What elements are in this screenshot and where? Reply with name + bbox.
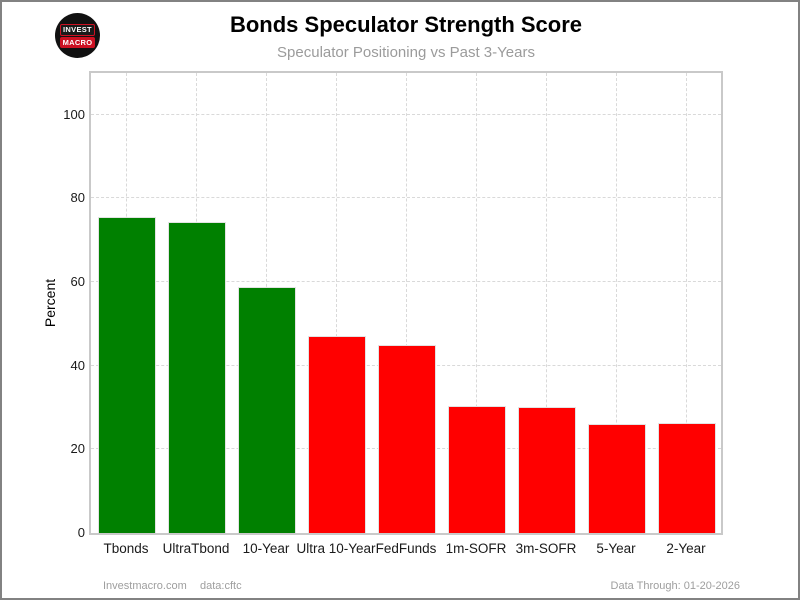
plot-area bbox=[89, 71, 723, 535]
y-axis-tick-labels: 0 20 40 60 80 100 bbox=[40, 71, 85, 540]
footer-site-text: Investmacro.com bbox=[103, 580, 187, 592]
y-gridline bbox=[91, 197, 721, 199]
investmacro-logo: INVEST MACRO bbox=[55, 13, 100, 58]
x-gridline bbox=[546, 73, 547, 533]
x-tick-label: 1m-SOFR bbox=[445, 541, 507, 556]
bar-3m-SOFR bbox=[518, 407, 576, 533]
x-tick-label: 3m-SOFR bbox=[515, 541, 577, 556]
bar-10-Year bbox=[238, 286, 296, 533]
bar-UltraTbond bbox=[168, 221, 226, 533]
x-tick-label: 5-Year bbox=[596, 541, 636, 556]
y-tick-label: 0 bbox=[77, 525, 85, 540]
bar-1m-SOFR bbox=[448, 405, 506, 533]
bar-FedFunds bbox=[378, 344, 436, 533]
x-tick-label: 2-Year bbox=[666, 541, 706, 556]
y-tick-label: 40 bbox=[70, 357, 85, 373]
footer-data-through-text: Data Through: 01-20-2026 bbox=[610, 580, 740, 592]
x-gridline bbox=[686, 73, 687, 533]
chart-title: Bonds Speculator Strength Score bbox=[229, 12, 583, 37]
x-tick-label: Tbonds bbox=[103, 541, 149, 556]
bar-5-Year bbox=[588, 423, 646, 533]
bar-Ultra 10-Year bbox=[308, 336, 366, 533]
y-gridline bbox=[91, 281, 721, 283]
x-gridline bbox=[336, 73, 337, 533]
x-gridline bbox=[476, 73, 477, 533]
logo-macro-text: MACRO bbox=[60, 36, 95, 48]
x-tick-label: UltraTbond bbox=[162, 541, 230, 556]
y-tick-label: 80 bbox=[70, 190, 85, 206]
x-axis-tick-labels: Tbonds UltraTbond 10-Year Ultra 10-Year FedF… bbox=[89, 541, 723, 561]
x-gridline bbox=[406, 73, 407, 533]
bar-Tbonds bbox=[98, 216, 156, 533]
footer-data-source-text: data:cftc bbox=[200, 580, 242, 592]
y-tick-label: 60 bbox=[70, 274, 85, 290]
x-gridline bbox=[616, 73, 617, 533]
chart-subtitle: Speculator Positioning vs Past 3-Years bbox=[277, 44, 535, 61]
y-gridline bbox=[91, 113, 721, 115]
y-tick-label: 20 bbox=[70, 441, 85, 457]
x-tick-label: Ultra 10-Year bbox=[296, 541, 376, 556]
x-tick-label: FedFunds bbox=[375, 541, 437, 556]
logo-invest-text: INVEST bbox=[60, 23, 95, 36]
x-tick-label: 10-Year bbox=[242, 541, 290, 556]
y-tick-label: 100 bbox=[63, 106, 85, 122]
bar-2-Year bbox=[658, 422, 716, 533]
